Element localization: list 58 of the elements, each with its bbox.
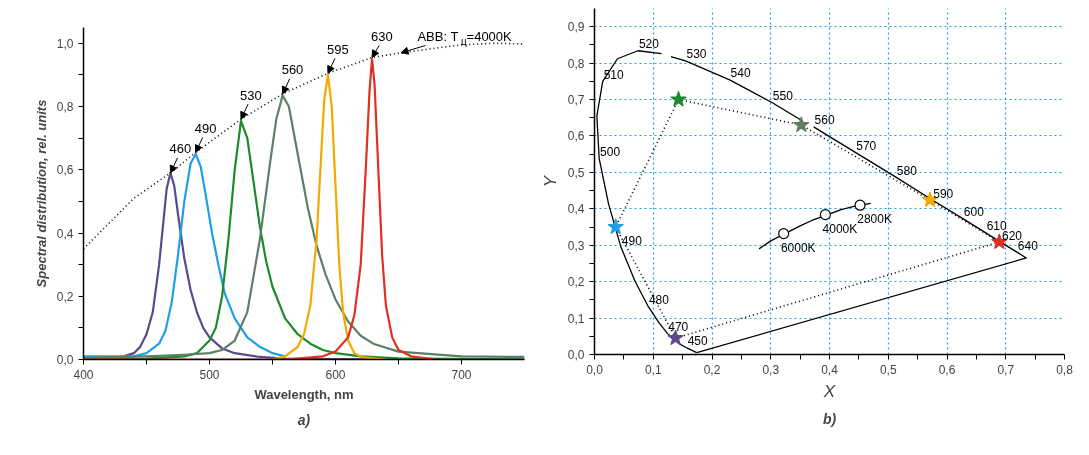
x-tick-label: 0,8: [1056, 362, 1074, 377]
annotation: 530: [686, 47, 707, 62]
text: b): [822, 410, 837, 427]
x-axis-title: X: [822, 381, 836, 401]
y-tick-label: 0,7: [567, 93, 585, 108]
annotation: 6000K: [780, 240, 816, 255]
annotation: 570: [856, 138, 877, 153]
annotation: 450: [687, 334, 709, 349]
x-tick-label: 0,7: [997, 362, 1015, 377]
y-tick-label: 0,1: [567, 311, 585, 326]
annotation: 470: [668, 319, 689, 334]
x-tick-label: 400: [73, 367, 94, 382]
annotation: 480: [648, 292, 670, 307]
annotation: 590: [933, 186, 954, 201]
x-axis-title: Wavelength, nm: [254, 386, 354, 402]
y-tick-label: 0,8: [567, 56, 585, 71]
x-tick-label: 700: [451, 367, 472, 382]
y-tick-label: 0,5: [567, 165, 585, 180]
x-tick-label: 0,6: [938, 362, 956, 377]
annotation: 550: [772, 88, 794, 103]
y-tick-label: 0,4: [56, 226, 74, 241]
y-tick-label: 0,6: [56, 163, 74, 178]
y-tick-label: 0,2: [56, 289, 74, 304]
annotation: 490: [621, 233, 643, 248]
annotation: 540: [730, 66, 751, 81]
x-tick-label: 0,4: [821, 362, 839, 377]
x-tick-label: 600: [325, 367, 346, 382]
x-tick-label: 0,2: [703, 362, 721, 377]
annotation: 630: [371, 29, 393, 44]
x-tick-label: 0,1: [644, 362, 662, 377]
annotation: 580: [896, 163, 918, 178]
y-tick-label: 0,9: [567, 20, 585, 35]
y-tick-label: 0,0: [567, 348, 585, 362]
y-tick-label: 0,0: [56, 353, 74, 367]
annotation: 460: [169, 141, 192, 157]
annotation: 4000K: [822, 221, 858, 236]
x-tick-label: 0,3: [762, 362, 780, 377]
x-tick-label: 0,0: [586, 362, 604, 377]
y-axis-title: Spectral distribution, rel. units: [33, 99, 49, 288]
annotation: 560: [281, 62, 304, 78]
y-tick-label: 0,2: [567, 275, 585, 290]
x-tick-label: 0,5: [879, 362, 897, 377]
annotation: 500: [600, 145, 621, 160]
x-tick-label: 500: [199, 367, 220, 382]
annotation: 490: [194, 120, 217, 136]
y-axis-title: Y: [540, 174, 560, 188]
y-tick-label: 0,8: [56, 100, 74, 115]
annotation: 600: [963, 205, 985, 220]
annotation: 595: [327, 41, 349, 57]
annotation: 2800K: [857, 212, 892, 227]
y-tick-label: 0,3: [567, 238, 585, 253]
annotation: 560: [814, 113, 835, 128]
y-tick-label: 0,4: [567, 202, 585, 217]
text: a): [297, 411, 311, 428]
y-tick-label: 0,6: [567, 129, 585, 144]
annotation: 520: [638, 37, 660, 52]
y-tick-label: 1,0: [56, 36, 74, 51]
annotation: 530: [240, 87, 262, 103]
